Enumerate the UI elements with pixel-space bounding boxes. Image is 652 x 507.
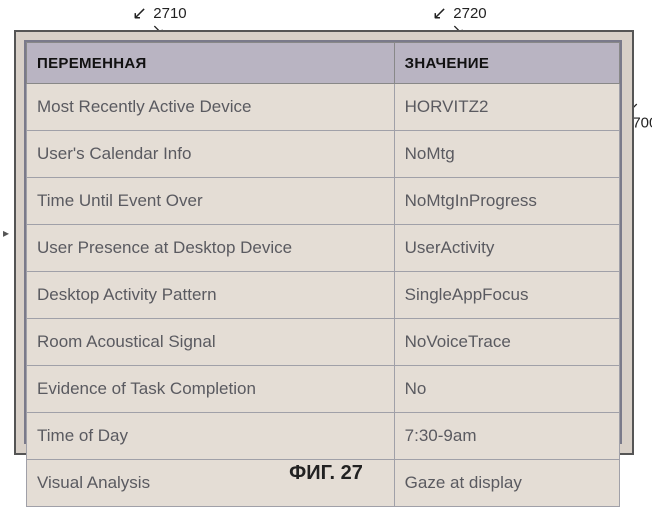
table-row: User's Calendar Info NoMtg — [27, 131, 620, 178]
col-header-value: ЗНАЧЕНИЕ — [394, 43, 619, 84]
cell-variable: User Presence at Desktop Device — [27, 225, 395, 272]
col-header-variable: ПЕРЕМЕННАЯ — [27, 43, 395, 84]
table-row: Most Recently Active Device HORVITZ2 — [27, 84, 620, 131]
table-row: Time Until Event Over NoMtgInProgress — [27, 178, 620, 225]
callout-number: 2720 — [453, 5, 486, 22]
cell-value: UserActivity — [394, 225, 619, 272]
cell-variable: Room Acoustical Signal — [27, 319, 395, 366]
table-container: ПЕРЕМЕННАЯ ЗНАЧЕНИЕ Most Recently Active… — [24, 40, 622, 444]
callout-arrow-icon: ↙ — [432, 3, 447, 23]
cell-value: 7:30-9am — [394, 413, 619, 460]
cell-variable: Evidence of Task Completion — [27, 366, 395, 413]
cell-variable: Time of Day — [27, 413, 395, 460]
cell-value: No — [394, 366, 619, 413]
cell-value: HORVITZ2 — [394, 84, 619, 131]
cell-value: NoMtg — [394, 131, 619, 178]
cell-variable: User's Calendar Info — [27, 131, 395, 178]
callout-arrow-icon: ↙ — [132, 3, 147, 23]
variables-table: ПЕРЕМЕННАЯ ЗНАЧЕНИЕ Most Recently Active… — [26, 42, 620, 507]
table-row: User Presence at Desktop Device UserActi… — [27, 225, 620, 272]
callout-number: 2710 — [153, 5, 186, 22]
cell-variable: Desktop Activity Pattern — [27, 272, 395, 319]
tick-mark-icon: ▸ — [3, 226, 9, 240]
cell-value: NoVoiceTrace — [394, 319, 619, 366]
cell-variable: Time Until Event Over — [27, 178, 395, 225]
cell-value: SingleAppFocus — [394, 272, 619, 319]
figure-caption: ФИГ. 27 — [0, 462, 652, 485]
table-row: Room Acoustical Signal NoVoiceTrace — [27, 319, 620, 366]
table-row: Time of Day 7:30-9am — [27, 413, 620, 460]
table-row: Evidence of Task Completion No — [27, 366, 620, 413]
table-row: Desktop Activity Pattern SingleAppFocus — [27, 272, 620, 319]
cell-value: NoMtgInProgress — [394, 178, 619, 225]
cell-variable: Most Recently Active Device — [27, 84, 395, 131]
table-header-row: ПЕРЕМЕННАЯ ЗНАЧЕНИЕ — [27, 43, 620, 84]
